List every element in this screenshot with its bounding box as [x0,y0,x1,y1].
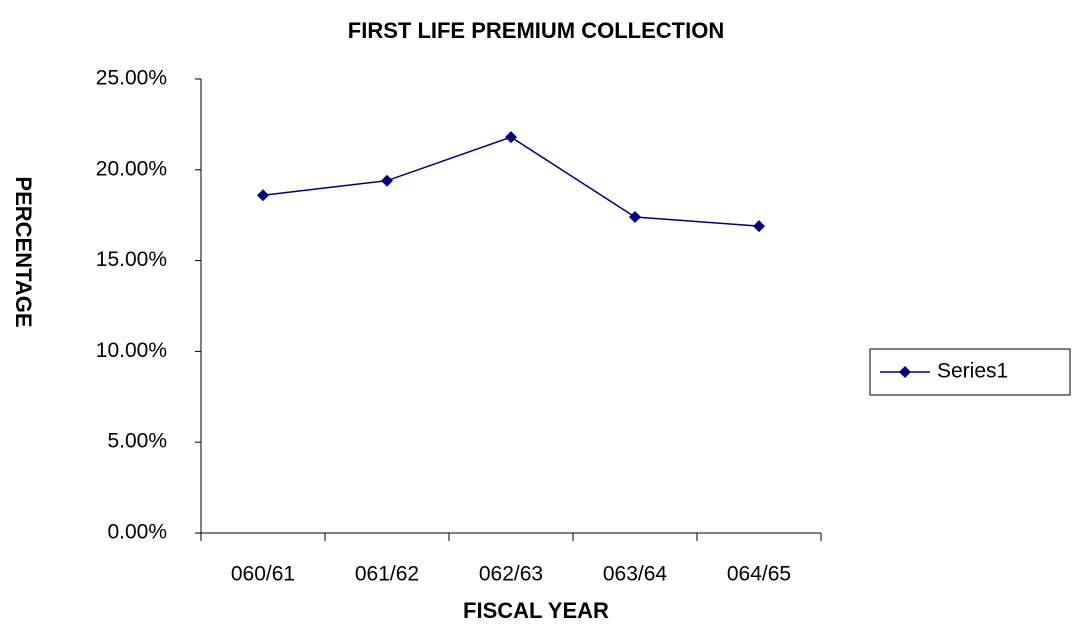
y-axis-label: PERCENTAGE [11,176,36,327]
y-tick-label: 10.00% [96,339,167,362]
y-tick-label: 20.00% [96,157,167,180]
marker [753,220,765,233]
x-axis-label: FISCAL YEAR [463,598,609,623]
y-tick-label: 15.00% [96,248,167,271]
y-tick-label: 5.00% [107,430,167,453]
x-tick-label: 060/61 [231,563,295,586]
legend-label: Series1 [937,360,1008,383]
x-tick-label: 063/64 [603,563,668,586]
marker [505,131,517,144]
marker [257,189,269,202]
marker [629,211,641,224]
legend-marker [899,366,911,378]
y-tick-label: 0.00% [107,521,167,544]
x-tick-label: 061/62 [355,563,419,586]
y-tick-label: 25.00% [96,67,167,90]
x-tick-label: 062/63 [479,563,543,586]
series-line [262,136,760,227]
marker [381,174,393,187]
x-tick-label: 064/65 [727,563,791,586]
chart-title: FIRST LIFE PREMIUM COLLECTION [348,18,724,43]
